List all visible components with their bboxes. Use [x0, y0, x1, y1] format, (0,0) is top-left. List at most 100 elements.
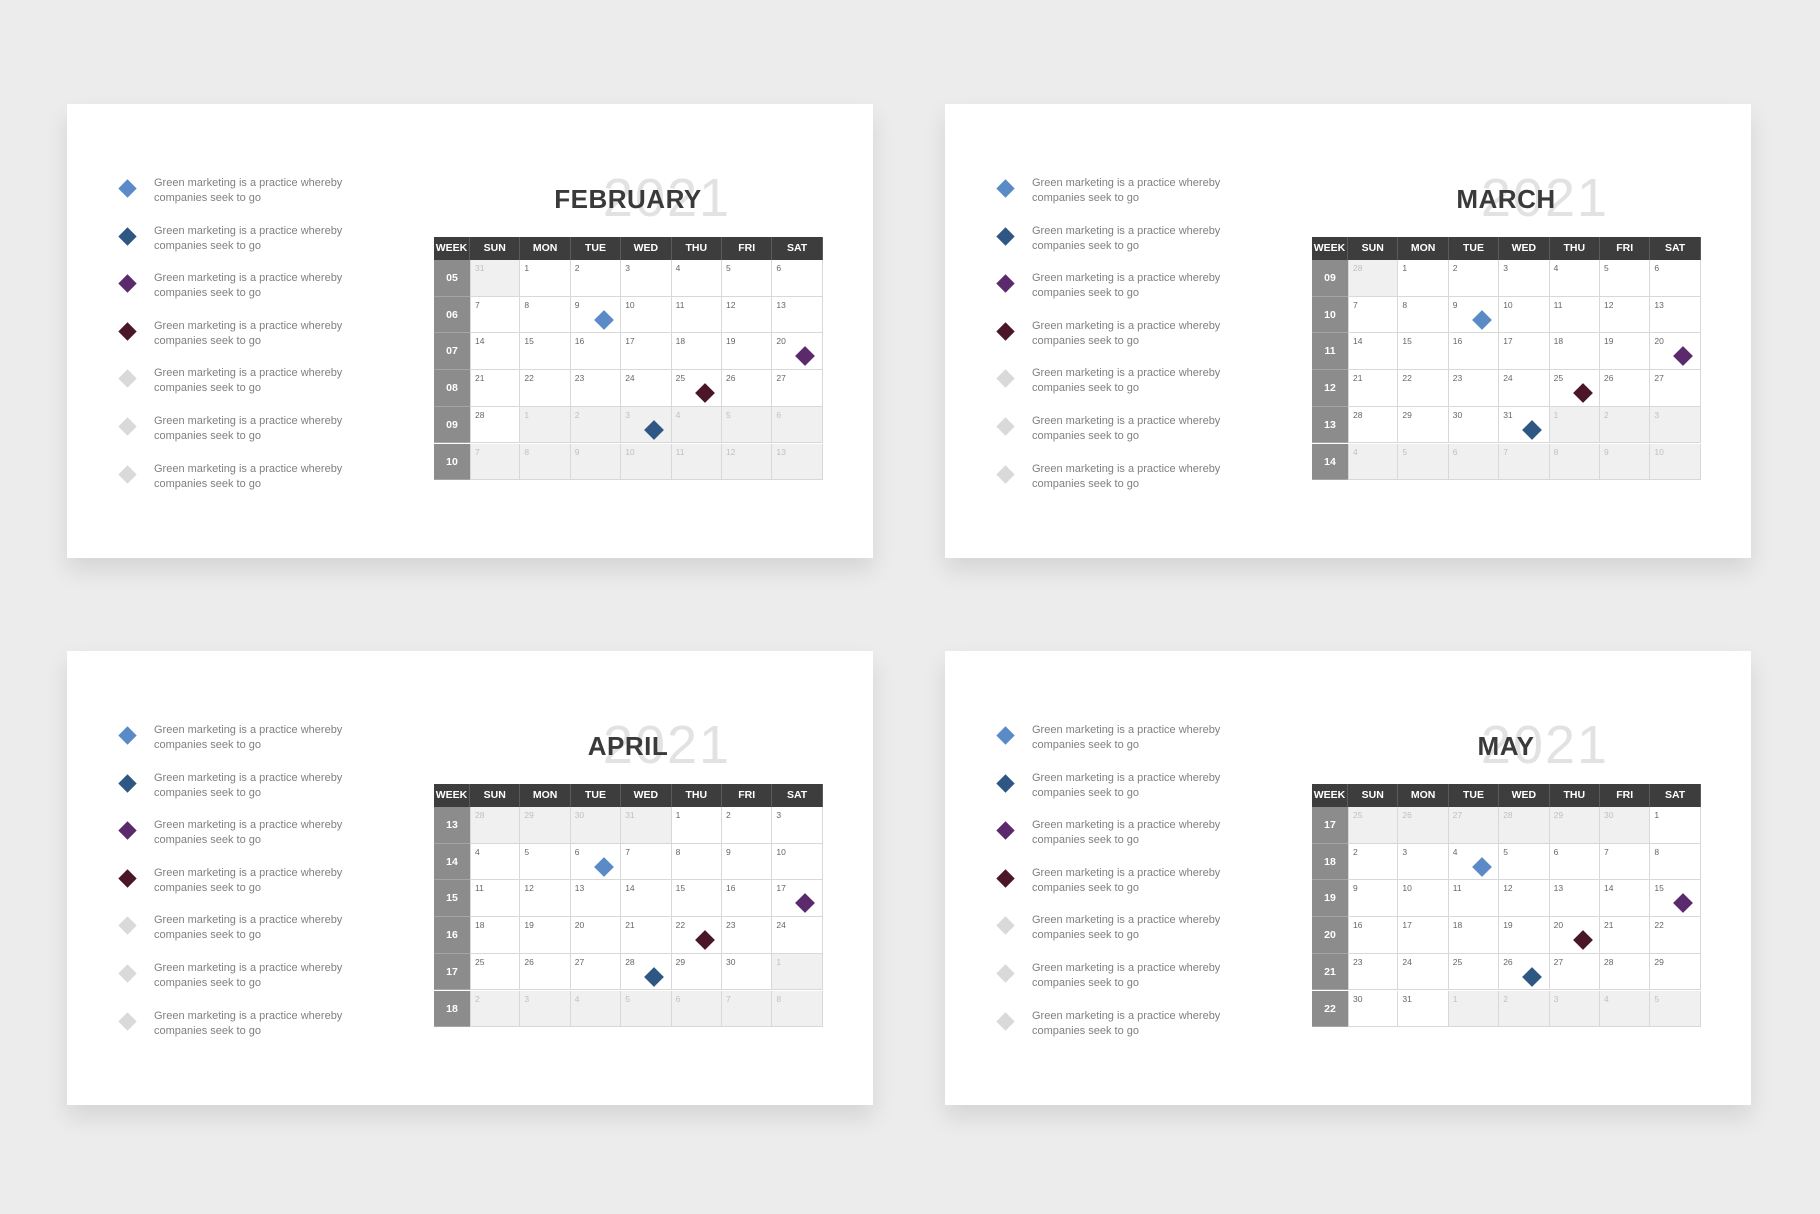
- column-header: FRI: [722, 237, 773, 260]
- day-cell: 1: [1549, 406, 1600, 444]
- day-number: 20: [1654, 336, 1664, 347]
- day-cell: 28: [1600, 953, 1651, 991]
- day-number: 19: [524, 920, 534, 931]
- day-number: 26: [524, 956, 534, 967]
- day-number: 16: [1353, 920, 1363, 931]
- day-cell: 27: [772, 370, 823, 407]
- day-number: 4: [475, 846, 480, 857]
- day-number: 29: [1654, 956, 1664, 967]
- day-cell: 13: [1650, 296, 1701, 334]
- day-number: 23: [1353, 956, 1363, 967]
- day-number: 21: [475, 373, 485, 384]
- day-number: 9: [726, 846, 731, 857]
- day-number: 16: [726, 883, 736, 894]
- week-number: 13: [434, 807, 470, 844]
- legend-text: Green marketing is a practice whereby co…: [154, 462, 343, 490]
- day-cell: 4: [671, 260, 722, 297]
- column-header: FRI: [1600, 237, 1651, 260]
- legend-icon: [118, 726, 137, 745]
- day-number: 25: [475, 956, 485, 967]
- day-cell: 4: [671, 406, 722, 444]
- day-cell: 2: [1600, 406, 1651, 444]
- column-header: WEEK: [1312, 237, 1348, 260]
- day-number: 4: [574, 993, 580, 1004]
- day-cell: 28: [1348, 406, 1399, 444]
- day-number: 26: [1402, 810, 1412, 820]
- day-cell: 28: [470, 406, 521, 444]
- day-cell: 13: [570, 880, 622, 918]
- day-cell: 24: [772, 917, 823, 954]
- day-number: 11: [1553, 299, 1563, 310]
- column-header: THU: [671, 784, 722, 807]
- day-number: 27: [1452, 810, 1463, 820]
- legend-icon: [996, 417, 1015, 436]
- day-cell: 3: [1650, 406, 1701, 444]
- day-cell: 12: [722, 296, 773, 334]
- day-number: 8: [1402, 299, 1408, 310]
- legend-icon: [118, 1011, 137, 1031]
- legend-icon: [996, 464, 1015, 484]
- column-header: TUE: [570, 237, 622, 260]
- year: 2021: [602, 168, 732, 228]
- legend-text: Green marketing is a practice whereby co…: [154, 771, 343, 799]
- day-cell: 10: [1499, 296, 1550, 334]
- day-number: 5: [524, 846, 530, 857]
- week-number: 16: [434, 917, 470, 954]
- day-number: 28: [625, 956, 635, 967]
- day-number: 7: [1353, 299, 1358, 310]
- day-cell: 2: [1448, 260, 1500, 297]
- day-cell: 7: [722, 990, 773, 1028]
- slide: Green marketing is a practice whereby co…: [67, 104, 873, 558]
- day-number: 8: [524, 299, 530, 310]
- column-header: SAT: [1650, 784, 1701, 807]
- column-header: THU: [1549, 784, 1600, 807]
- day-cell: 2: [1499, 990, 1550, 1028]
- day-cell: 30: [1348, 990, 1399, 1028]
- day-cell: 26: [722, 370, 773, 407]
- day-number: 31: [1503, 409, 1513, 420]
- legend-text: Green marketing is a practice whereby co…: [154, 319, 343, 347]
- day-cell: 23: [1448, 370, 1500, 407]
- column-header: WED: [621, 237, 672, 260]
- day-number: 22: [675, 920, 686, 931]
- day-cell: 22: [520, 370, 571, 407]
- day-cell: 21: [470, 370, 521, 407]
- day-number: 1: [675, 810, 681, 820]
- day-number: 16: [574, 336, 585, 347]
- day-cell: 9: [1348, 880, 1399, 918]
- legend-text: Green marketing is a practice whereby co…: [1032, 367, 1221, 395]
- day-number: 4: [675, 263, 681, 273]
- day-cell: 6: [570, 843, 622, 881]
- day-number: 23: [726, 920, 736, 931]
- column-header: MON: [520, 784, 571, 807]
- day-cell: 3: [1549, 990, 1600, 1028]
- day-cell: 12: [520, 880, 571, 918]
- day-number: 24: [776, 920, 786, 931]
- day-number: 30: [726, 956, 736, 967]
- day-number: 5: [726, 263, 731, 273]
- day-number: 5: [1654, 993, 1660, 1004]
- legend-icon: [996, 869, 1015, 888]
- day-number: 18: [475, 920, 485, 931]
- day-number: 22: [1654, 920, 1664, 931]
- day-cell: 1: [1448, 990, 1500, 1028]
- day-cell: 4: [570, 990, 622, 1028]
- day-cell: 9: [570, 443, 622, 481]
- day-cell: 27: [1549, 953, 1600, 991]
- day-number: 6: [1553, 846, 1559, 857]
- day-number: 5: [625, 993, 630, 1004]
- day-cell: 18: [1549, 333, 1600, 371]
- month-title: FEBRUARY: [554, 184, 702, 214]
- day-cell: 25: [1348, 807, 1399, 844]
- day-number: 30: [1452, 409, 1463, 420]
- column-header: TUE: [1448, 784, 1500, 807]
- day-number: 5: [1503, 846, 1508, 857]
- day-number: 24: [625, 373, 635, 384]
- day-number: 4: [1452, 846, 1458, 857]
- day-number: 5: [726, 409, 731, 420]
- day-cell: 31: [1398, 990, 1449, 1028]
- slide: Green marketing is a practice whereby co…: [67, 651, 873, 1105]
- column-header: TUE: [570, 784, 622, 807]
- day-number: 17: [625, 336, 635, 347]
- week-number: 14: [1312, 443, 1348, 481]
